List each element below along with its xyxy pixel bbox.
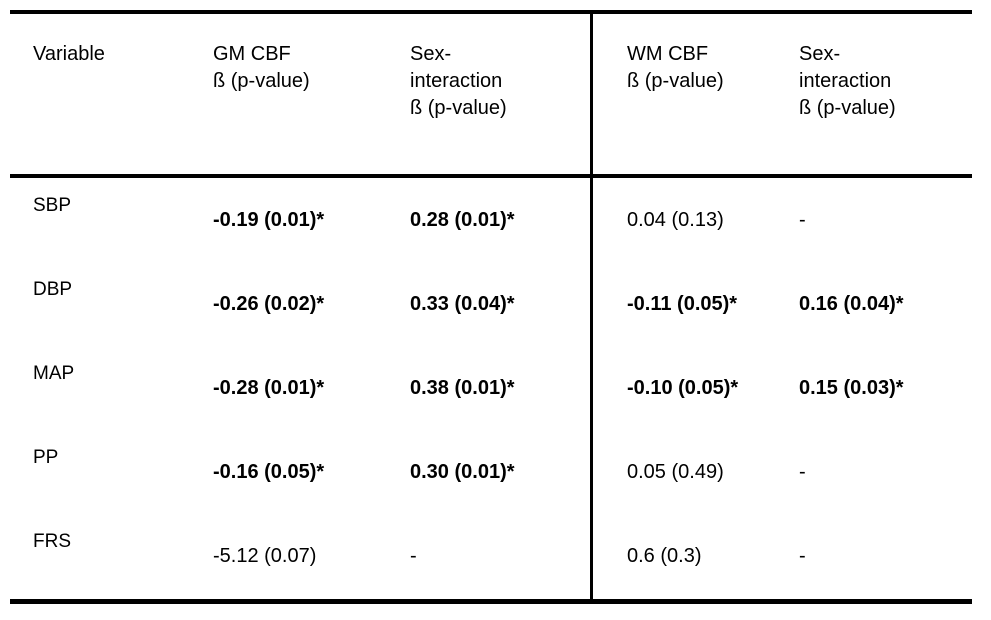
header-cell-wm-sex-interaction: Sex- interaction ß (p-value) [776, 14, 972, 178]
header-cell-gm-cbf: GM CBF ß (p-value) [190, 14, 387, 178]
cell-dbp-gm-sex: 0.33 (0.04)* [410, 292, 515, 315]
cell-sbp-wm-sex: - [799, 208, 806, 231]
row-label-pp: PP [33, 447, 59, 468]
results-table: Variable GM CBF ß (p-value) Sex- interac… [10, 10, 972, 604]
cell-pp-gm-cbf: -0.16 (0.05)* [213, 460, 325, 483]
header-cell-gm-sex-interaction: Sex- interaction ß (p-value) [387, 14, 590, 178]
cell-pp-gm-sex: 0.30 (0.01)* [410, 460, 515, 483]
cell-frs-wm-cbf: 0.6 (0.3) [590, 514, 776, 599]
cell-pp-wm-cbf: 0.05 (0.49) [590, 430, 776, 514]
cell-frs-gm-sex: - [410, 545, 417, 567]
cell-map-gm-sex: 0.38 (0.01)* [410, 376, 515, 399]
cell-sbp-gm-cbf: -0.19 (0.01)* [213, 208, 325, 231]
cell-sbp-gm-sex: 0.28 (0.01)* [410, 208, 515, 231]
cell-pp-wm-sex: - [799, 460, 806, 483]
row-label-sbp: SBP [33, 195, 72, 216]
cell-sbp-wm-cbf: 0.04 (0.13) [590, 178, 776, 262]
cell-dbp-gm-cbf: -0.26 (0.02)* [213, 292, 325, 315]
cell-map-gm-cbf: -0.28 (0.01)* [213, 376, 325, 399]
row-label-dbp: DBP [33, 279, 73, 300]
header-cell-wm-cbf: WM CBF ß (p-value) [590, 14, 776, 178]
cell-dbp-wm-cbf: -0.11 (0.05)* [590, 262, 776, 346]
cell-map-wm-sex: 0.15 (0.03)* [799, 376, 904, 399]
row-label-frs: FRS [33, 531, 71, 552]
header-cell-variable: Variable [10, 14, 190, 178]
cell-map-wm-cbf: -0.10 (0.05)* [590, 346, 776, 430]
row-label-map: MAP [33, 363, 75, 384]
cell-frs-wm-sex: - [799, 545, 806, 567]
cell-frs-gm-cbf: -5.12 (0.07) [213, 545, 317, 567]
cell-dbp-wm-sex: 0.16 (0.04)* [799, 292, 904, 315]
